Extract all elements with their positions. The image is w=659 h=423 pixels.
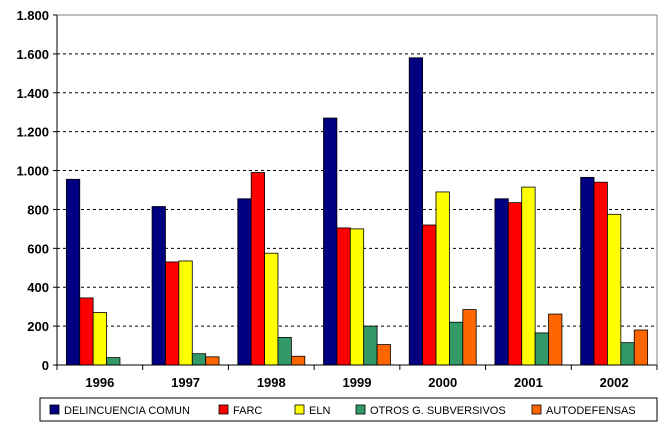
axes: [53, 14, 658, 370]
y-tick-label: 400: [27, 280, 49, 295]
legend-swatch-autodefensas: [531, 404, 542, 415]
bar-delincuencia-comun-1999: [323, 117, 338, 366]
bar-farc-1996: [79, 297, 94, 366]
y-tick-label: 200: [27, 319, 49, 334]
bar-delincuencia-comun-1998: [237, 198, 252, 366]
y-tick-label: 1.200: [16, 125, 49, 140]
bar-autodefensas-2000: [462, 309, 477, 366]
bar-otros-g-subversivos-2002: [620, 342, 635, 366]
bar-farc-1998: [250, 172, 265, 366]
legend-label: FARC: [233, 405, 262, 417]
legend-swatch-otros-g-subversivos: [355, 404, 366, 415]
legend-label: ELN: [309, 405, 330, 417]
bar-otros-g-subversivos-1998: [277, 336, 292, 366]
x-tick-label: 1997: [171, 375, 200, 390]
bar-farc-1997: [165, 261, 180, 366]
x-tick-label: 2000: [428, 375, 457, 390]
y-tick-label: 1.800: [16, 8, 49, 23]
bar-eln-1999: [349, 228, 365, 366]
bar-otros-g-subversivos-1996: [106, 357, 121, 366]
bar-delincuencia-comun-2002: [580, 176, 595, 366]
bar-autodefensas-1999: [376, 344, 391, 366]
legend-label: OTROS G. SUBVERSIVOS: [370, 405, 506, 417]
y-tick-label: 0: [42, 358, 49, 373]
bar-eln-1996: [92, 312, 107, 366]
bar-autodefensas-2002: [633, 329, 649, 366]
x-tick-label: 2001: [514, 375, 543, 390]
bar-otros-g-subversivos-1999: [363, 325, 378, 366]
legend-swatch-farc: [218, 404, 229, 415]
bar-autodefensas-1997: [205, 356, 220, 366]
bar-otros-g-subversivos-1997: [191, 353, 207, 366]
bar-eln-1997: [178, 260, 193, 366]
bar-farc-2002: [593, 181, 608, 366]
y-tick-label: 1.400: [16, 86, 49, 101]
legend-label: DELINCUENCIA COMUN: [64, 405, 190, 417]
y-tick-label: 800: [27, 202, 49, 217]
bar-autodefensas-1998: [290, 355, 306, 366]
bar-eln-2002: [607, 213, 622, 366]
bars: [65, 57, 649, 366]
bar-farc-2001: [507, 202, 523, 366]
y-tick-label: 1.600: [16, 47, 49, 62]
x-axis-tick-labels: 1996 1997 1998 1999 2000 2001 2002: [85, 375, 628, 390]
bar-farc-2000: [422, 224, 437, 366]
bar-eln-2001: [521, 186, 536, 366]
legend-label: AUTODEFENSAS: [546, 405, 636, 417]
bar-delincuencia-comun-1997: [151, 206, 166, 366]
bar-farc-1999: [336, 227, 351, 366]
legend-swatch-eln: [294, 404, 305, 415]
x-tick-label: 2002: [600, 375, 629, 390]
x-tick-label: 1998: [257, 375, 286, 390]
bar-eln-1998: [264, 252, 279, 366]
x-tick-label: 1996: [85, 375, 114, 390]
y-tick-label: 1.000: [16, 164, 49, 179]
y-axis-tick-labels: 0 200 400 600 800 1.000 1.200 1.400 1.600 1.800: [16, 8, 49, 373]
bar-otros-g-subversivos-2001: [534, 332, 549, 366]
bar-delincuencia-comun-1996: [65, 178, 81, 366]
bar-eln-2000: [435, 191, 450, 366]
bar-delincuencia-comun-2001: [494, 198, 509, 366]
y-tick-label: 600: [27, 241, 49, 256]
legend-box: [39, 397, 658, 422]
x-tick-label: 1999: [343, 375, 372, 390]
bar-autodefensas-2001: [548, 313, 563, 366]
legend-swatch-delincuencia-comun: [49, 404, 60, 415]
legend: DELINCUENCIA COMUN FARC ELN OTROS G. SUBVER…: [39, 397, 658, 422]
bar-delincuencia-comun-2000: [408, 57, 424, 366]
bar-otros-g-subversivos-2000: [449, 321, 464, 366]
